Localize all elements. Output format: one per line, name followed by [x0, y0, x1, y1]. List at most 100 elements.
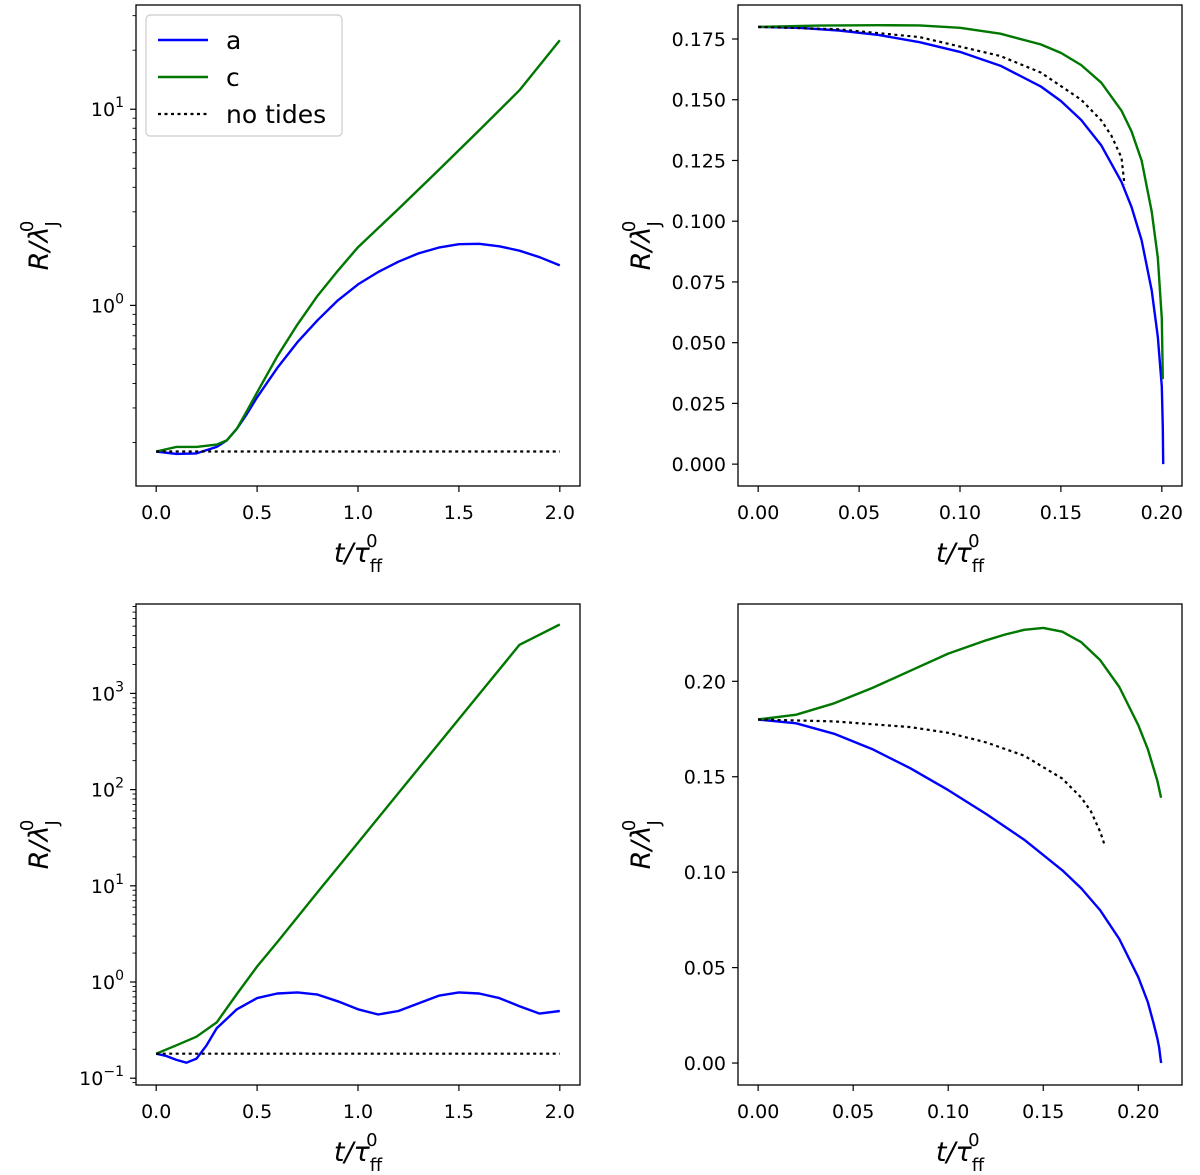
series-line-no-tides: [758, 718, 1106, 844]
y-tick-label-base: 10: [91, 780, 115, 802]
series-line-a: [155, 991, 560, 1064]
x-axis-label: t/τff 0: [334, 1130, 383, 1175]
legend-frame: [145, 14, 343, 137]
y-axis-label-main: R/λ: [24, 226, 55, 270]
x-tick-label: 0.10: [927, 1101, 969, 1123]
series-line-c: [155, 39, 561, 453]
x-tick-label: 0.05: [838, 502, 880, 524]
y-tick-label: 100: [91, 291, 124, 317]
y-tick-label-base: 10: [91, 876, 115, 898]
legend-label-c: c: [226, 63, 240, 92]
y-tick-label: 0.100: [672, 211, 726, 233]
y-tick-label-exponent: 1: [115, 95, 124, 111]
y-tick-label: 101: [91, 95, 124, 121]
x-axis-label: t/τff 0: [936, 1130, 985, 1175]
y-tick-label: 0.20: [684, 671, 726, 693]
y-tick-label-base: 10: [91, 99, 115, 121]
x-axis-label-main: t/τ: [936, 1137, 973, 1168]
y-axis-label: R/λJ0: [17, 221, 63, 271]
y-tick-label: 0.000: [672, 454, 726, 476]
series-line-c: [155, 623, 561, 1055]
y-tick-label: 100: [91, 968, 124, 994]
x-axis-label-superscript: 0: [366, 531, 377, 552]
y-tick-label-base: 10: [79, 1068, 103, 1090]
y-tick-label-exponent: 0: [115, 968, 124, 984]
y-tick-label: 0.050: [672, 333, 726, 355]
x-axis-label-superscript: 0: [968, 531, 979, 552]
y-tick-label: 0.175: [672, 29, 726, 51]
x-axis-label-superscript: 0: [968, 1130, 979, 1151]
x-tick-label: 0.20: [1117, 1101, 1159, 1123]
x-tick-label: 2.0: [545, 502, 575, 524]
y-tick-label-base: 10: [91, 972, 115, 994]
y-tick-label: 0.125: [672, 150, 726, 172]
y-tick-label: 0.10: [684, 862, 726, 884]
series-line-c: [758, 24, 1164, 380]
y-tick-label: 0.075: [672, 272, 726, 294]
x-tick-label: 0.0: [141, 502, 171, 524]
x-axis-label: t/τff 0: [936, 531, 985, 577]
series-line-a: [156, 242, 561, 456]
y-axis-label-superscript: 0: [619, 221, 640, 232]
y-axis-label-superscript: 0: [619, 820, 640, 831]
y-tick-label-exponent: 2: [115, 776, 124, 792]
x-axis-label-subscript: ff: [972, 1155, 985, 1175]
x-tick-label: 0.05: [832, 1101, 874, 1123]
y-axis-label: R/λJ0: [619, 221, 665, 271]
x-tick-label: 1.0: [343, 1101, 373, 1123]
series-line-a: [758, 25, 1165, 465]
y-axis-label-main: R/λ: [24, 825, 55, 869]
x-axis-label-subscript: ff: [370, 556, 383, 577]
panel-bottom-left: 0.0 0.5 1.0 1.5 2.010−1100101102103t/τff0R/λ…: [17, 603, 581, 1175]
x-axis-label-main: t/τ: [936, 538, 973, 569]
x-tick-label: 0.5: [242, 1101, 272, 1123]
x-tick-label: 1.0: [343, 502, 373, 524]
y-tick-label: 0.025: [672, 393, 726, 415]
series-line-no-tides: [758, 25, 1126, 185]
x-axis-label-main: t/τ: [334, 538, 371, 569]
y-tick-label-exponent: 3: [115, 679, 124, 695]
legend-label-no-tides: no tides: [226, 100, 326, 129]
y-axis-label-main: R/λ: [626, 825, 657, 869]
x-tick-label: 0.20: [1141, 502, 1183, 524]
y-tick-label-exponent: 1: [115, 872, 124, 888]
x-tick-label: 1.5: [444, 1101, 474, 1123]
y-axis-label-subscript: J: [644, 221, 665, 227]
y-axis-label-superscript: 0: [17, 820, 38, 831]
x-axis-label-subscript: ff: [972, 556, 985, 577]
y-tick-label: 10−1: [79, 1064, 124, 1090]
series-line-c: [757, 626, 1163, 798]
y-tick-label-base: 10: [91, 683, 115, 705]
x-tick-label: 0.0: [141, 1101, 171, 1123]
x-tick-label: 0.5: [242, 502, 272, 524]
x-tick-label: 2.0: [545, 1101, 575, 1123]
y-axis-label: R/λJ0: [619, 820, 665, 870]
y-tick-label-exponent: 0: [115, 291, 124, 307]
y-tick-label-exponent: −1: [103, 1064, 124, 1080]
y-axis-label-superscript: 0: [17, 221, 38, 232]
axes-frame: [737, 4, 1183, 487]
x-axis-label-main: t/τ: [334, 1137, 371, 1168]
y-tick-label-base: 10: [91, 295, 115, 317]
y-axis-label-subscript: J: [42, 221, 63, 227]
y-tick-label: 0.05: [684, 958, 726, 980]
axes-frame: [737, 603, 1183, 1086]
y-tick-label: 0.150: [672, 90, 726, 112]
y-tick-label: 0.15: [684, 767, 726, 789]
x-axis-label-subscript: ff: [370, 1155, 383, 1175]
y-axis-label-subscript: J: [42, 820, 63, 826]
panel-bottom-right: 0.00 0.05 0.10 0.15 0.20 0.00 0.05 0.10 0.15 0.20…: [619, 603, 1183, 1175]
x-tick-label: 1.5: [444, 502, 474, 524]
x-tick-label: 0.10: [939, 502, 981, 524]
y-tick-label: 0.00: [684, 1053, 726, 1075]
series-line-a: [757, 718, 1163, 1064]
legend-label-a: a: [226, 26, 241, 55]
x-tick-label: 0.15: [1040, 502, 1082, 524]
y-tick-label: 103: [91, 679, 124, 705]
y-axis-label-main: R/λ: [626, 226, 657, 270]
y-axis-label-subscript: J: [644, 820, 665, 826]
x-axis-label: t/τff 0: [334, 531, 383, 577]
y-axis-label: R/λJ0: [17, 820, 63, 870]
